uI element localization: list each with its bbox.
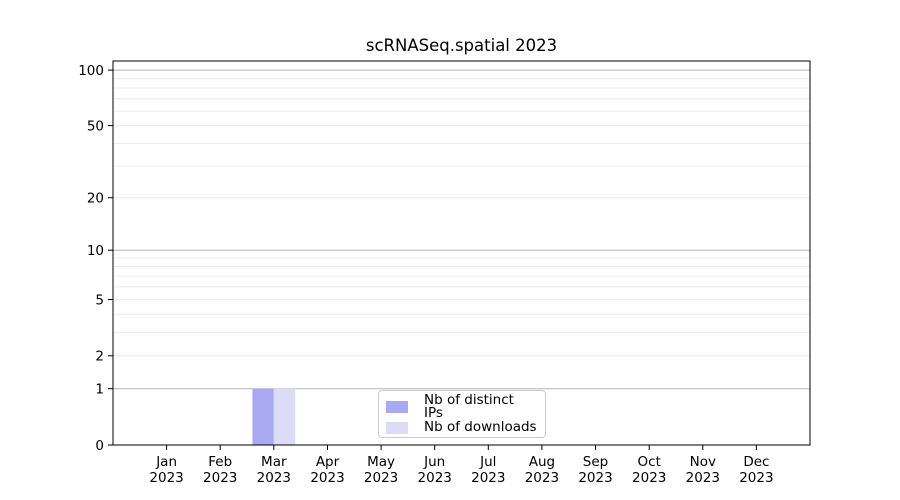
x-tick-label-year: 2023 xyxy=(739,470,773,486)
x-tick-label-year: 2023 xyxy=(149,470,183,486)
y-tick-label: 10 xyxy=(87,243,104,259)
legend-item-nb-of-downloads: Nb of downloads xyxy=(386,419,537,435)
x-tick-label-year: 2023 xyxy=(203,470,237,486)
y-tick-label: 1 xyxy=(95,382,104,398)
legend-label: Nb of distinct IPs xyxy=(424,391,514,421)
y-tick-label: 100 xyxy=(78,63,104,79)
y-tick-label: 50 xyxy=(87,118,104,134)
x-tick-label-year: 2023 xyxy=(364,470,398,486)
legend-swatch xyxy=(386,401,408,413)
x-tick-label-year: 2023 xyxy=(525,470,559,486)
x-tick-label-month: Oct xyxy=(638,454,661,470)
y-tick-label: 2 xyxy=(95,349,104,365)
x-tick-label-month: Feb xyxy=(208,454,232,470)
x-tick-label-month: Jun xyxy=(423,454,445,470)
x-tick-label-year: 2023 xyxy=(632,470,666,486)
legend-label: Nb of downloads xyxy=(424,419,537,435)
x-tick-label-year: 2023 xyxy=(686,470,720,486)
x-tick-label-month: Mar xyxy=(261,454,287,470)
x-tick-label-month: Apr xyxy=(316,454,340,470)
bar-nb-of-downloads xyxy=(273,388,296,445)
chart-title: scRNASeq.spatial 2023 xyxy=(365,36,558,55)
bar-nb-of-distinct-ips xyxy=(252,388,274,445)
x-tick-label-month: Jul xyxy=(479,454,496,470)
x-tick-label-year: 2023 xyxy=(578,470,612,486)
x-tick-label-month: Nov xyxy=(690,454,716,470)
x-tick-label-year: 2023 xyxy=(257,470,291,486)
y-tick-label: 20 xyxy=(87,191,104,207)
axes-frame xyxy=(112,60,811,446)
legend: Nb of distinct IPs Nb of downloads xyxy=(378,390,546,438)
x-tick-label-year: 2023 xyxy=(418,470,452,486)
x-tick-label-year: 2023 xyxy=(471,470,505,486)
x-tick-label-year: 2023 xyxy=(310,470,344,486)
legend-item-nb-of-distinct-ips: Nb of distinct IPs xyxy=(386,391,537,421)
x-tick-label-month: Jan xyxy=(155,454,177,470)
x-tick-label-month: Aug xyxy=(529,454,555,470)
x-tick-label-month: Dec xyxy=(743,454,769,470)
x-tick-label-month: May xyxy=(367,454,395,470)
legend-swatch xyxy=(386,421,408,434)
x-tick-label-month: Sep xyxy=(583,454,608,470)
y-tick-label: 0 xyxy=(95,438,104,454)
y-tick-label: 5 xyxy=(95,292,104,308)
